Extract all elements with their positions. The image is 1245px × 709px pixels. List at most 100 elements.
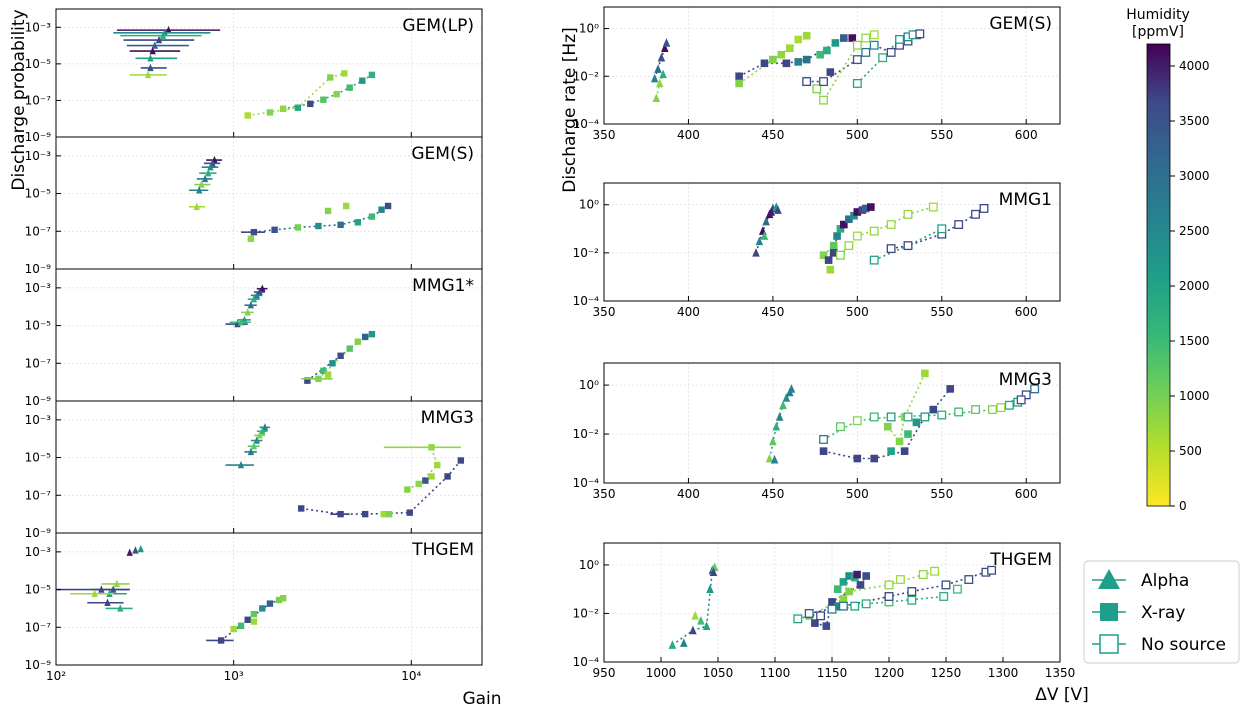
xray-point (359, 77, 366, 84)
alpha-point (668, 640, 677, 649)
x-tick-label: 400 (677, 487, 700, 501)
xray-point (946, 385, 955, 393)
no-source-point (793, 614, 803, 624)
xray-point (275, 596, 283, 604)
x-tick-label: 1350 (1045, 666, 1076, 680)
alpha-point (259, 427, 266, 435)
alpha-point (691, 611, 699, 620)
y-tick-label: 10⁻⁹ (25, 262, 52, 276)
alpha-point (787, 384, 796, 393)
series-line (301, 459, 462, 515)
no-source-point (971, 209, 981, 219)
alpha-point (91, 589, 98, 597)
no-source-point (987, 405, 997, 415)
alpha-point (237, 318, 245, 326)
no-source-point (971, 405, 981, 415)
xray-point (444, 473, 451, 480)
xray-point (237, 622, 245, 629)
xray-point (361, 333, 369, 341)
xray-point (811, 619, 819, 627)
no-source-point (816, 611, 826, 621)
no-source-point (996, 403, 1006, 413)
no-source-point (1016, 395, 1026, 405)
xray-point (823, 46, 831, 55)
no-source-point (1004, 400, 1014, 410)
xray-point (785, 44, 794, 53)
legend-nosource-label: No source (1141, 635, 1226, 655)
series-line (406, 447, 439, 491)
xray-point (824, 256, 833, 264)
xray-point (415, 480, 422, 488)
no-source-point (844, 241, 854, 251)
left-x-axis-label: Gain (462, 689, 501, 709)
no-source-point (861, 33, 871, 43)
xray-point (802, 55, 811, 64)
panel-title: MMG1 (999, 190, 1052, 210)
xray-point (368, 330, 376, 338)
alpha-point (250, 295, 258, 303)
alpha-point (250, 442, 258, 450)
chart-panel-right-7: 10⁻⁴ 10⁻² 10⁰ 350 400 450 500 550 600 MMG3 (573, 362, 1061, 501)
alpha-point (710, 562, 719, 572)
xray-point (822, 622, 831, 630)
panels-layer: 10⁻⁹ 10⁻⁷ 10⁻⁵ 10⁻³ GEM(LP) 10⁻⁹ 10⁻⁷ 10⁻⁵ 10⁻³ G… (25, 6, 1076, 683)
y-tick-label: 10⁰ (579, 22, 599, 36)
x-tick-label: 400 (677, 128, 700, 142)
xray-point (829, 241, 838, 250)
xray-point (819, 447, 828, 455)
xray-point (259, 605, 266, 612)
xray-point (904, 430, 912, 438)
alpha-point (151, 41, 159, 49)
legend-item-alpha: Alpha (1092, 569, 1189, 591)
xray-point (404, 486, 411, 493)
alpha-point (775, 412, 784, 421)
xray-point (244, 112, 251, 119)
x-tick-label: 500 (846, 128, 869, 142)
alpha-point (765, 453, 774, 463)
chart-panel-right-8: 10⁻⁴ 10⁻² 10⁰ 950 1000 1050 1100 1150 1200 1250 13… (573, 542, 1076, 680)
x-tick-label: 1200 (874, 666, 905, 680)
xray-point (845, 587, 853, 596)
series-line (848, 570, 935, 593)
xray-point (333, 90, 340, 98)
colorbar-tick-label: 3000 (1179, 169, 1210, 183)
y-tick-label: 10⁻⁵ (25, 319, 52, 333)
xray-point (853, 454, 862, 463)
no-source-point (1030, 384, 1040, 394)
xray-point (250, 610, 258, 618)
xray-point (845, 215, 853, 224)
alpha-point (104, 598, 111, 606)
y-tick-label: 10⁻³ (25, 20, 52, 34)
xray-point (826, 265, 835, 274)
alpha-point (253, 436, 261, 444)
y-tick-label: 10⁻² (573, 69, 600, 83)
alpha-point (256, 287, 263, 296)
alpha-point (126, 548, 133, 556)
xray-point (337, 352, 344, 359)
alpha-point (755, 236, 764, 246)
chart-panel-left-0: 10⁻⁹ 10⁻⁷ 10⁻⁵ 10⁻³ GEM(LP) (25, 8, 483, 144)
alpha-point (207, 163, 214, 171)
y-tick-label: 10⁻⁷ (25, 93, 52, 107)
xray-point (839, 595, 848, 603)
no-source-point (903, 209, 913, 219)
no-source-point (939, 592, 949, 601)
y-tick-label: 10⁻³ (25, 281, 52, 295)
y-tick-label: 10⁻⁷ (25, 620, 52, 634)
xray-point (346, 345, 353, 352)
x-tick-label: 600 (1015, 128, 1038, 142)
no-source-point (812, 84, 822, 94)
colorbar-tick-label: 3500 (1179, 114, 1210, 128)
series-line (816, 34, 875, 102)
no-source-point (850, 601, 860, 611)
x-tick-label: 550 (930, 487, 953, 501)
xray-point (457, 457, 465, 464)
series-line (887, 373, 926, 444)
x-tick-label: 10² (46, 669, 66, 683)
xray-point (250, 618, 258, 625)
xray-point (337, 510, 344, 518)
xray-point (829, 249, 838, 257)
no-source-point (869, 412, 879, 422)
axes-frame (603, 182, 1061, 302)
